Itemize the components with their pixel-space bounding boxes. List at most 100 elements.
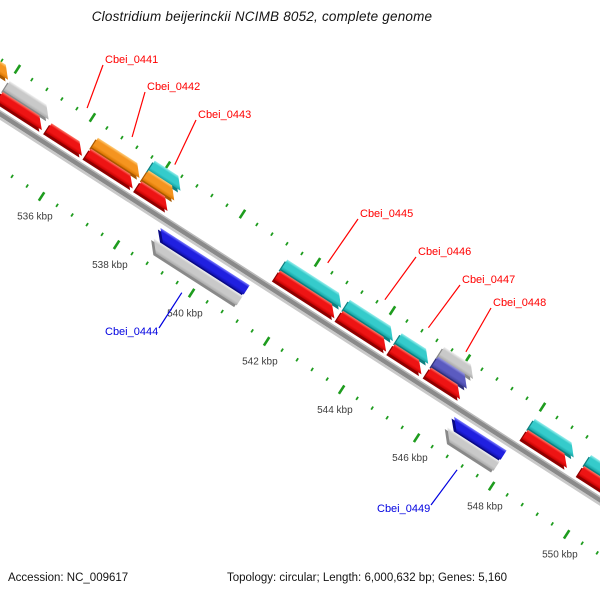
gene-arrow-face[interactable]: [148, 160, 187, 191]
ruler-tick: [187, 288, 196, 298]
gene-label[interactable]: Cbei_0442: [147, 81, 200, 93]
gene-arrow-face[interactable]: [91, 137, 146, 179]
gene-arrow-face[interactable]: [135, 181, 174, 211]
ruler-tick: [220, 309, 224, 314]
gene-arrow-face[interactable]: [388, 344, 428, 375]
gene-Cbei_0443[interactable]: [133, 160, 187, 213]
ruler-tick: [250, 328, 254, 333]
ruler-tick: [510, 386, 514, 391]
gene-label[interactable]: Cbei_0449: [377, 503, 430, 515]
gene-arrow-face[interactable]: [431, 356, 473, 389]
gene-label[interactable]: Cbei_0446: [418, 246, 471, 258]
gene-arrow-face[interactable]: [528, 418, 580, 458]
gene-arrow-face[interactable]: [337, 310, 392, 352]
ruler-tick: [595, 550, 599, 555]
ruler-tick: [75, 106, 79, 111]
gene-arrow-face[interactable]: [281, 259, 347, 308]
status-accession: Accession: NC_009617: [8, 572, 129, 584]
gene-arrow-face[interactable]: [84, 148, 139, 189]
ruler-tick: [130, 251, 134, 256]
gene-label[interactable]: Cbei_0445: [360, 208, 413, 220]
gene-arrow-face[interactable]: [584, 455, 600, 501]
gene-arrow[interactable]: [575, 454, 600, 514]
ruler-tick: [145, 261, 149, 266]
gene-label[interactable]: Cbei_0444: [105, 326, 158, 338]
ruler-tick: [405, 319, 409, 324]
ruler-tick: [580, 541, 584, 546]
ruler-tick: [238, 209, 247, 219]
ruler-tick: [535, 512, 539, 517]
gene-arrow[interactable]: [0, 80, 55, 132]
gene-Cbei_0441[interactable]: [43, 123, 88, 159]
ruler-tick: [420, 328, 424, 333]
gene-Cbei_0446[interactable]: [334, 299, 399, 354]
leader-line: [427, 284, 461, 329]
gene-arrow-face[interactable]: [0, 47, 14, 80]
ruler-label: 544 kbp: [317, 405, 353, 416]
gene-arrow[interactable]: [519, 418, 580, 470]
ruler-tick: [300, 251, 304, 256]
gene-arrow-face[interactable]: [521, 429, 573, 468]
gene-arrow-face[interactable]: [425, 367, 466, 400]
map-title: Clostridium beijerinckii NCIMB 8052, com…: [91, 9, 433, 24]
gene-arrow-face[interactable]: [343, 299, 399, 342]
ruler-tick: [360, 290, 364, 295]
ruler-tick: [150, 154, 154, 159]
ruler-tick: [280, 348, 284, 353]
gene-Cbei_0444[interactable]: [145, 227, 250, 308]
gene-arrow-face[interactable]: [3, 80, 55, 120]
leader-line: [86, 64, 104, 109]
ruler-tick: [225, 203, 229, 208]
ruler-tick: [480, 367, 484, 372]
ruler-tick: [330, 270, 334, 275]
gene-arrow-face[interactable]: [441, 427, 500, 471]
ruler-tick: [88, 112, 97, 123]
ruler-tick: [0, 58, 4, 63]
ruler-tick: [520, 502, 524, 507]
gene-arrow-face[interactable]: [274, 270, 340, 319]
gene-label[interactable]: Cbei_0443: [198, 109, 251, 121]
gene-label[interactable]: Cbei_0441: [105, 54, 158, 66]
gene-label[interactable]: Cbei_0448: [493, 297, 546, 309]
gene-arrow-face[interactable]: [395, 333, 435, 364]
gene-arrow[interactable]: [0, 47, 14, 83]
gene-arrow-face[interactable]: [45, 123, 88, 156]
ruler-tick: [555, 415, 559, 420]
ruler-tick: [180, 174, 184, 179]
gene-Cbei_0448[interactable]: [422, 346, 480, 401]
ruler-label: 540 kbp: [167, 308, 203, 319]
ruler-tick: [337, 384, 346, 395]
ruler-tick: [85, 222, 89, 227]
ruler-tick: [495, 376, 499, 381]
ruler-label: 546 kbp: [392, 453, 428, 464]
gene-arrow-face[interactable]: [142, 170, 180, 201]
gene-arrow-face[interactable]: [438, 346, 479, 380]
ruler-tick: [60, 96, 64, 101]
gene-arrow-face[interactable]: [578, 465, 600, 512]
ruler-tick: [430, 444, 434, 449]
gene-arrow-face[interactable]: [0, 91, 48, 131]
ruler-tick: [205, 299, 209, 304]
ruler-tick: [538, 402, 547, 412]
ruler-tick: [295, 357, 299, 362]
gene-arrow-face[interactable]: [154, 227, 250, 295]
ruler-label: 542 kbp: [242, 357, 278, 368]
ruler-tick: [135, 145, 139, 150]
ruler-tick: [313, 257, 322, 268]
gene-Cbei_0447[interactable]: [386, 333, 434, 377]
ruler-tick: [325, 377, 329, 382]
ruler-tick: [400, 425, 404, 430]
ruler-tick: [345, 280, 349, 285]
ruler-tick: [45, 87, 49, 92]
ruler-tick: [370, 406, 374, 411]
gene-arrow-face[interactable]: [448, 416, 507, 460]
gene-label[interactable]: Cbei_0447: [462, 274, 515, 286]
gene-Cbei_0445[interactable]: [271, 259, 348, 321]
ruler-tick: [385, 415, 389, 420]
ruler-tick: [210, 193, 214, 198]
gene-Cbei_0449[interactable]: [439, 416, 507, 473]
gene-arrow-face[interactable]: [147, 238, 243, 306]
gene-Cbei_0442[interactable]: [82, 137, 145, 191]
